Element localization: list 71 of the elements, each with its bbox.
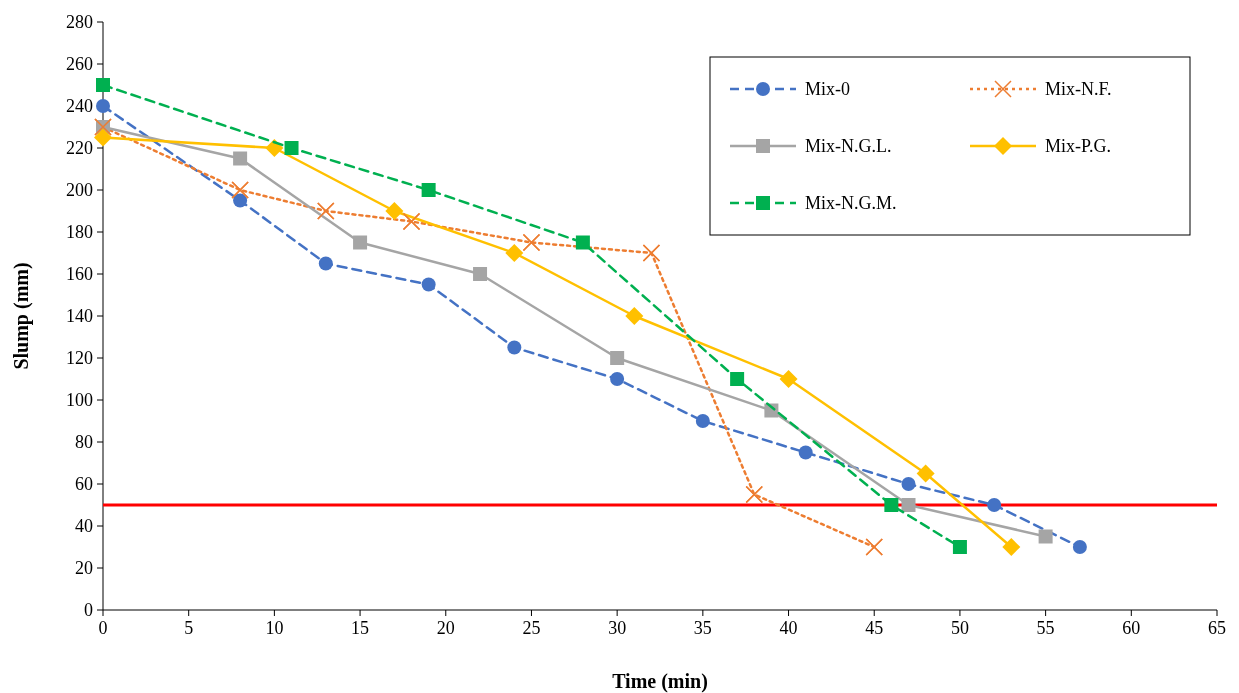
x-tick-label: 45 — [865, 618, 884, 638]
point — [233, 151, 248, 166]
point — [916, 464, 935, 483]
point — [901, 477, 916, 491]
x-tick-label: 65 — [1208, 618, 1226, 638]
y-tick-label: 0 — [84, 600, 93, 621]
y-tick-label: 240 — [66, 96, 93, 117]
x-tick-label: 0 — [98, 618, 108, 638]
point — [798, 445, 813, 460]
y-tick-label: 60 — [75, 474, 93, 495]
y-tick-label: 80 — [75, 432, 93, 453]
y-tick-label: 180 — [66, 222, 93, 243]
point — [610, 351, 625, 365]
point — [642, 244, 661, 262]
point — [1038, 529, 1053, 544]
point — [901, 498, 916, 512]
point — [730, 372, 745, 386]
point — [884, 498, 899, 512]
legend-label: Mix-P.G. — [1045, 136, 1112, 157]
legend-label: Mix-N.G.L. — [805, 136, 892, 157]
point — [865, 538, 883, 556]
y-tick-label: 100 — [66, 390, 93, 411]
y-axis-title: Slump (mm) — [10, 262, 33, 370]
point — [94, 128, 112, 147]
point — [625, 307, 644, 325]
x-tick-label: 50 — [950, 618, 969, 638]
point — [507, 340, 522, 355]
y-tick-label: 140 — [66, 306, 93, 327]
point — [505, 244, 524, 262]
point — [575, 235, 590, 250]
x-tick-label: 5 — [184, 618, 194, 638]
x-tick-label: 60 — [1122, 618, 1141, 638]
point — [265, 139, 284, 157]
y-tick-label: 40 — [75, 516, 93, 537]
point — [421, 277, 436, 292]
x-tick-label: 55 — [1036, 618, 1055, 638]
legend-label: Mix-N.F. — [1045, 79, 1112, 100]
y-tick-label: 220 — [66, 138, 93, 159]
point — [96, 78, 110, 92]
x-tick-label: 20 — [436, 618, 455, 638]
point — [610, 372, 625, 386]
point — [233, 193, 248, 208]
legend-label: Mix-0 — [805, 79, 850, 100]
point — [353, 235, 368, 250]
y-tick-label: 160 — [66, 264, 93, 285]
y-tick-label: 280 — [66, 12, 93, 33]
point — [952, 540, 967, 554]
point — [987, 498, 1002, 512]
x-tick-label: 25 — [522, 618, 541, 638]
point — [96, 99, 110, 113]
point — [473, 267, 488, 281]
point — [318, 256, 333, 271]
x-tick-label: 40 — [779, 618, 798, 638]
y-tick-label: 20 — [75, 558, 93, 579]
point — [745, 485, 764, 504]
point — [1002, 538, 1021, 556]
point — [385, 202, 404, 220]
x-tick-label: 35 — [693, 618, 712, 638]
x-tick-label: 10 — [265, 618, 284, 638]
point — [695, 414, 710, 428]
point — [779, 370, 798, 388]
point — [421, 183, 436, 197]
y-tick-label: 200 — [66, 180, 93, 201]
x-tick-label: 15 — [351, 618, 370, 638]
point — [284, 141, 299, 155]
x-axis-title: Time (min) — [612, 670, 708, 693]
x-tick-label: 30 — [608, 618, 627, 638]
y-tick-label: 260 — [66, 54, 93, 75]
point — [1072, 540, 1087, 554]
y-tick-label: 120 — [66, 348, 93, 369]
legend-label: Mix-N.G.M. — [805, 193, 897, 214]
